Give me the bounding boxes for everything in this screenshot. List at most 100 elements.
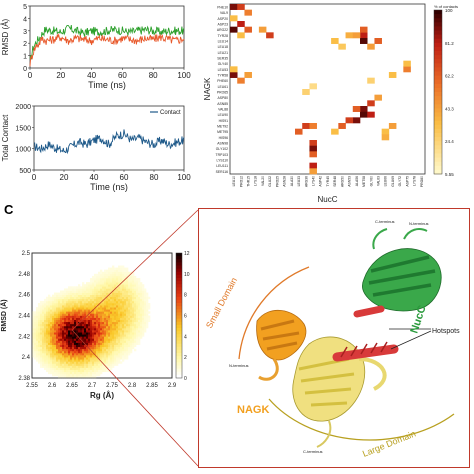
colorbar-segment (434, 14, 442, 19)
density-cell (106, 338, 109, 341)
density-cell (110, 313, 113, 316)
density-cell (68, 373, 71, 377)
density-cell (72, 290, 75, 293)
density-cell (130, 311, 133, 314)
density-cell (68, 340, 71, 343)
density-cell (116, 288, 119, 291)
col-label: ALA56 (355, 176, 359, 186)
density-cell (92, 330, 95, 333)
density-cell (82, 321, 85, 325)
density-cell (94, 311, 97, 314)
density-cell (106, 348, 109, 352)
density-cell (66, 325, 69, 329)
density-cell (86, 328, 89, 331)
density-cell (66, 292, 69, 295)
density-cell (104, 317, 107, 320)
density-cell (58, 359, 61, 362)
density-cell (52, 309, 55, 312)
density-cell (88, 321, 91, 325)
density-cell (48, 367, 51, 370)
density-cell (130, 278, 133, 281)
colorbar-segment (434, 165, 442, 171)
density-cell (66, 346, 69, 350)
density-cell (116, 290, 119, 293)
density-cell (130, 296, 133, 300)
density-cell (94, 346, 97, 350)
density-cell (92, 294, 95, 298)
density-cell (98, 363, 101, 366)
density-cell (112, 265, 115, 268)
density-cell (146, 321, 149, 325)
density-cell (82, 307, 85, 310)
density-cell (98, 330, 101, 333)
density-cell (32, 317, 35, 320)
density-cell (62, 342, 65, 345)
density-cell (120, 315, 123, 318)
density-cell (94, 363, 97, 366)
density-cell (120, 280, 123, 283)
density-cell (142, 298, 145, 302)
density-cell (54, 336, 57, 339)
density-cell (118, 332, 121, 335)
density-cell (56, 300, 59, 304)
density-cell (120, 321, 123, 325)
density-cell (104, 355, 107, 358)
density-cell (114, 271, 117, 275)
density-cell (54, 305, 57, 308)
density-cell (40, 305, 43, 308)
density-cell (68, 371, 71, 375)
density-cell (116, 267, 119, 270)
density-cell (118, 296, 121, 300)
density-cell (94, 342, 97, 345)
density-cell (40, 342, 43, 345)
x-axis-label: Time (ns) (88, 80, 126, 90)
density-cell (110, 267, 113, 270)
density-cell (116, 282, 119, 285)
density-cell (74, 288, 77, 291)
density-cell (122, 319, 125, 323)
density-cell (48, 311, 51, 314)
density-cell (44, 355, 47, 358)
density-cell (88, 340, 91, 343)
density-cell (86, 334, 89, 337)
density-cell (96, 294, 99, 298)
density-cell (52, 338, 55, 341)
density-cell (118, 361, 121, 364)
density-cell (140, 305, 143, 308)
density-cell (130, 284, 133, 287)
density-cell (118, 280, 121, 283)
x-tick-label: 20 (60, 173, 69, 182)
heatmap-cell (388, 123, 397, 129)
row-label: PHE60 (217, 79, 228, 83)
colorbar-segment (176, 287, 182, 291)
density-cell (132, 311, 135, 314)
density-cell (128, 280, 131, 283)
density-cell (72, 321, 75, 325)
density-cell (66, 332, 69, 335)
density-cell (136, 336, 139, 339)
density-cell (58, 303, 61, 306)
density-cell (140, 303, 143, 306)
col-label: LYS78 (413, 176, 417, 186)
density-cell (112, 350, 115, 354)
density-cell (124, 288, 127, 291)
density-cell (54, 355, 57, 358)
density-cell (62, 357, 65, 360)
density-cell (104, 275, 107, 279)
density-cell (138, 307, 141, 310)
density-cell (84, 315, 87, 318)
density-cell (76, 332, 79, 335)
density-cell (96, 342, 99, 345)
density-cell (84, 286, 87, 289)
density-cell (110, 294, 113, 298)
density-cell (80, 375, 83, 379)
density-cell (144, 307, 147, 310)
y-axis-label: RMSD (Å) (1, 18, 10, 55)
density-cell (148, 307, 151, 310)
density-cell (94, 286, 97, 289)
density-cell (58, 346, 61, 350)
density-cell (126, 278, 129, 281)
density-cell (140, 315, 143, 318)
density-cell (104, 346, 107, 350)
density-cell (50, 348, 53, 352)
